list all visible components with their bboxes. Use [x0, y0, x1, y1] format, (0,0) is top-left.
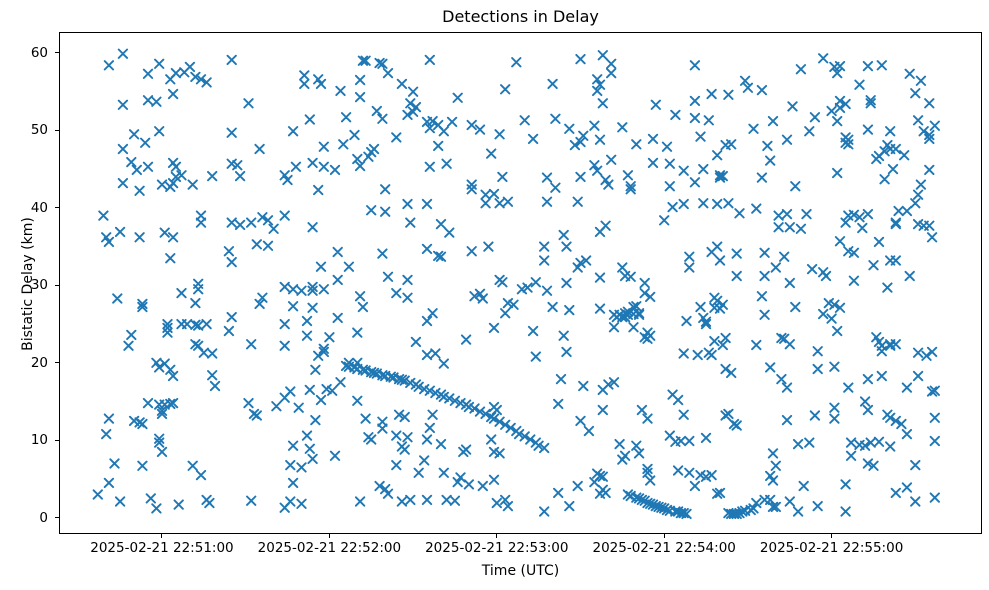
x-axis-label: Time (UTC) — [481, 563, 560, 579]
y-tick-label: 40 — [30, 199, 48, 216]
x-tick-mark — [161, 534, 163, 538]
y-axis-label: Bistatic Delay (km) — [20, 217, 36, 351]
x-tick-label: 2025-02-21 22:51:00 — [90, 540, 234, 556]
y-tick-mark — [55, 207, 59, 209]
y-tick-label: 50 — [30, 122, 48, 139]
y-tick-mark — [55, 439, 59, 441]
x-tick-mark — [496, 534, 498, 538]
plot-area — [59, 32, 982, 534]
y-tick-mark — [55, 284, 59, 286]
y-tick-label: 60 — [30, 44, 48, 61]
y-tick-mark — [55, 517, 59, 519]
x-tick-label: 2025-02-21 22:55:00 — [759, 540, 904, 556]
y-tick-label: 0 — [39, 509, 48, 526]
x-tick-mark — [328, 534, 330, 538]
x-tick-label: 2025-02-21 22:52:00 — [257, 540, 402, 556]
x-tick-mark — [831, 534, 833, 538]
y-tick-label: 30 — [30, 277, 48, 294]
chart-title: Detections in Delay — [442, 7, 599, 26]
x-tick-mark — [663, 534, 665, 538]
y-tick-label: 10 — [30, 432, 48, 449]
x-tick-label: 2025-02-21 22:53:00 — [425, 540, 569, 556]
y-tick-label: 20 — [30, 354, 48, 371]
x-tick-label: 2025-02-21 22:54:00 — [592, 540, 736, 556]
y-tick-mark — [55, 52, 59, 54]
y-tick-mark — [55, 129, 59, 131]
y-tick-mark — [55, 362, 59, 364]
